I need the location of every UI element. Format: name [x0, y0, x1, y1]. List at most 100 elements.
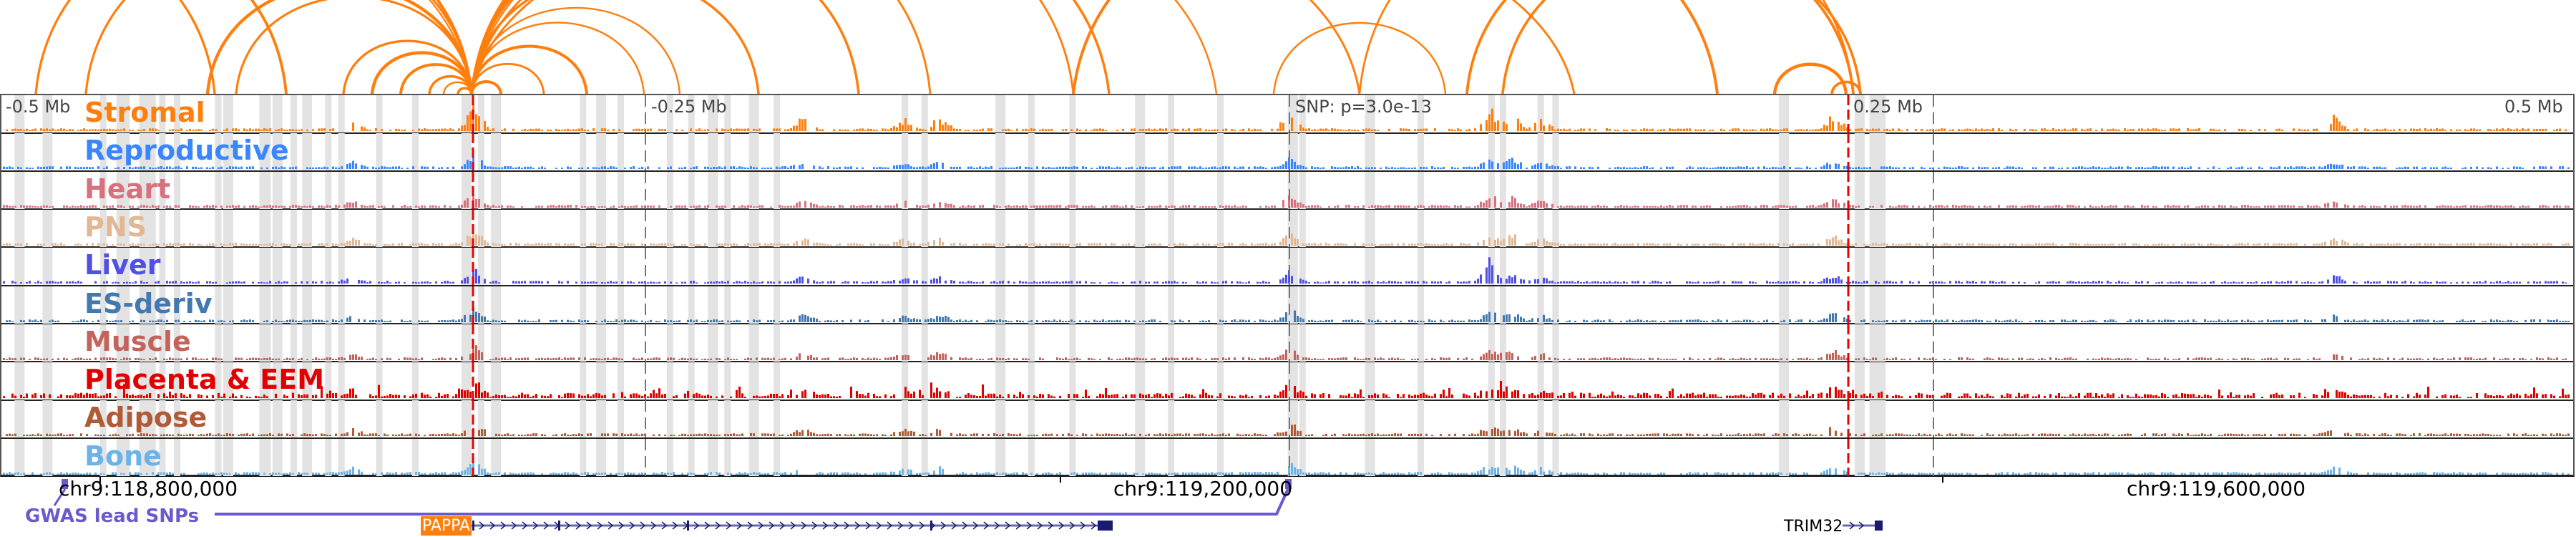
- signal-bar: [816, 318, 818, 322]
- signal-bar: [40, 205, 42, 208]
- signal-bar: [1188, 319, 1190, 322]
- signal-bar: [610, 166, 612, 170]
- signal-bar: [1594, 205, 1596, 208]
- signal-bar: [252, 204, 254, 208]
- signal-bar: [1148, 205, 1150, 208]
- signal-bar: [1666, 205, 1668, 208]
- signal-bar: [541, 243, 543, 246]
- signal-bar: [1737, 281, 1740, 284]
- signal-bar: [1849, 167, 1851, 170]
- signal-bar: [2107, 281, 2109, 284]
- signal-bar: [475, 198, 477, 208]
- signal-bar: [2567, 205, 2570, 208]
- signal-bar: [601, 128, 603, 131]
- signal-bar: [249, 319, 251, 322]
- signal-bar: [813, 242, 815, 246]
- signal-bar: [819, 282, 821, 284]
- signal-bar: [2290, 281, 2292, 284]
- signal-bar: [753, 281, 755, 284]
- signal-bar: [1528, 243, 1531, 246]
- signal-bar: [1740, 281, 1742, 284]
- signal-bar: [2115, 167, 2117, 170]
- signal-bar: [1686, 319, 1688, 322]
- signal-bar: [1923, 206, 1926, 208]
- signal-bar: [2138, 244, 2140, 246]
- signal-bar: [326, 204, 328, 208]
- signal-bar: [2356, 243, 2358, 246]
- signal-bar: [1686, 168, 1688, 170]
- highlight-column: [412, 95, 419, 132]
- signal-bar: [899, 281, 901, 284]
- signal-bar: [2444, 281, 2446, 284]
- signal-bar: [927, 241, 930, 246]
- signal-bar: [2012, 243, 2014, 246]
- signal-bar: [292, 357, 294, 360]
- signal-bar: [2450, 168, 2452, 170]
- signal-bar: [140, 243, 142, 246]
- signal-bar: [1901, 358, 1903, 360]
- signal-bar: [123, 282, 125, 284]
- signal-bar: [2419, 204, 2421, 208]
- signal-bar: [641, 167, 643, 170]
- signal-bar: [2533, 281, 2535, 284]
- signal-bar: [195, 357, 197, 360]
- signal-bar: [1028, 320, 1030, 322]
- signal-bar: [2361, 243, 2363, 246]
- signal-bar: [2344, 126, 2346, 131]
- signal-bar: [177, 129, 180, 131]
- signal-bar: [1039, 243, 1041, 246]
- signal-bar: [796, 241, 798, 246]
- signal-bar: [1251, 243, 1253, 246]
- signal-bar: [2416, 243, 2418, 246]
- signal-bar: [1528, 127, 1531, 131]
- signal-bar: [2087, 168, 2089, 170]
- signal-bar: [1712, 243, 1714, 246]
- signal-bar: [1923, 168, 1926, 170]
- signal-bar: [20, 357, 22, 360]
- signal-bar: [2281, 319, 2283, 322]
- signal-bar: [94, 205, 97, 208]
- signal-bar: [736, 243, 738, 246]
- signal-bar: [899, 165, 901, 170]
- signal-bar: [2067, 204, 2069, 208]
- signal-bar: [263, 357, 265, 360]
- signal-bar: [2201, 282, 2203, 284]
- signal-bar: [389, 282, 391, 284]
- signal-bar: [1488, 257, 1491, 284]
- signal-bar: [2327, 164, 2329, 170]
- signal-bar: [1385, 205, 1387, 208]
- signal-bar: [544, 358, 546, 360]
- signal-bar: [1692, 319, 1694, 322]
- signal-bar: [1254, 166, 1256, 170]
- signal-bar: [2210, 320, 2212, 322]
- signal-bar: [658, 320, 660, 322]
- signal-bar: [1133, 128, 1136, 131]
- signal-bar: [1036, 319, 1038, 322]
- signal-bar: [2061, 205, 2063, 208]
- signal-bar: [1617, 244, 1619, 246]
- signal-bar: [1291, 233, 1293, 246]
- signal-bar: [40, 128, 42, 131]
- signal-bar: [1391, 281, 1393, 284]
- signal-bar: [696, 358, 698, 360]
- signal-bar: [114, 319, 117, 322]
- track-label: Liver: [84, 249, 161, 281]
- signal-bar: [1969, 281, 1971, 284]
- signal-bar: [263, 205, 265, 208]
- signal-bar: [2006, 205, 2009, 208]
- signal-bar: [2058, 129, 2060, 131]
- signal-bar: [1362, 243, 1365, 246]
- signal-bar: [2484, 243, 2487, 246]
- signal-bar: [2456, 129, 2458, 131]
- signal-bar: [721, 243, 723, 246]
- signal-bar: [2107, 320, 2109, 322]
- signal-bar: [1302, 127, 1304, 131]
- signal-bar: [1929, 168, 1931, 170]
- highlight-column: [724, 324, 731, 362]
- signal-bar: [2313, 243, 2315, 246]
- signal-bar: [318, 167, 320, 170]
- signal-bar: [2187, 319, 2189, 322]
- signal-bar: [375, 319, 377, 322]
- highlight-column: [376, 209, 383, 247]
- signal-bar: [1468, 205, 1470, 208]
